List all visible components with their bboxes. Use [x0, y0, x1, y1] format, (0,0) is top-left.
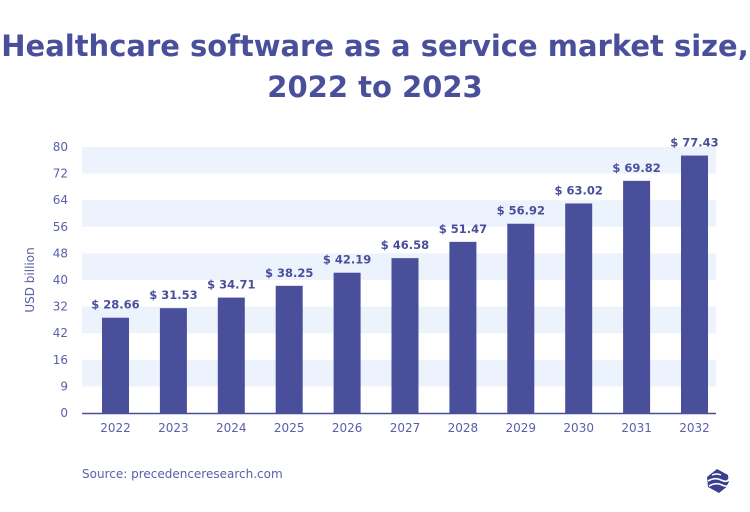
x-tick-label: 2028	[448, 421, 479, 435]
y-tick-label: 72	[53, 167, 68, 181]
data-label: $ 34.71	[207, 278, 255, 292]
bar-2023	[159, 308, 187, 413]
x-tick-label: 2026	[332, 421, 363, 435]
bar-2030	[565, 203, 593, 413]
y-axis-label: USD billion	[23, 247, 37, 312]
y-tick-label: 48	[53, 246, 68, 260]
data-label: $ 63.02	[555, 183, 603, 197]
x-tick-label: 2024	[216, 421, 247, 435]
data-label: $ 38.25	[265, 266, 313, 280]
y-tick-label: 80	[53, 140, 68, 154]
bar-2029	[507, 223, 535, 413]
bar-2022	[102, 317, 129, 413]
x-tick-label: 2027	[390, 421, 421, 435]
grid-band	[82, 200, 716, 227]
y-tick-label: 56	[53, 220, 68, 234]
bar-2028	[449, 241, 477, 413]
y-tick-label: 40	[53, 273, 68, 287]
data-label: $ 46.58	[381, 238, 429, 252]
bar-2032	[681, 155, 708, 413]
x-tick-label: 2022	[100, 421, 131, 435]
data-label: $ 77.43	[670, 136, 718, 150]
y-tick-label: 42	[53, 326, 68, 340]
x-tick-label: 2023	[158, 421, 189, 435]
y-tick-label: 0	[60, 406, 68, 420]
data-label: $ 56.92	[497, 204, 545, 218]
x-tick-label: 2025	[274, 421, 305, 435]
chart-title: Healthcare software as a service market …	[1, 29, 749, 104]
data-label: $ 42.19	[323, 253, 371, 267]
y-tick-label: 9	[60, 379, 68, 393]
bar-2031	[623, 180, 651, 413]
x-tick-label: 2030	[563, 421, 594, 435]
bar-2026	[333, 272, 361, 413]
bar-2025	[275, 285, 303, 413]
x-tick-label: 2032	[679, 421, 710, 435]
source-text: Source: precedenceresearch.com	[82, 467, 283, 481]
data-label: $ 28.66	[91, 298, 139, 312]
data-label: $ 51.47	[439, 222, 487, 236]
data-label: $ 31.53	[149, 288, 197, 302]
bar-2027	[391, 258, 419, 413]
x-tick-label: 2031	[621, 421, 652, 435]
logo-icon	[707, 469, 730, 493]
bar-2024	[217, 297, 245, 413]
x-tick-label: 2029	[506, 421, 537, 435]
y-tick-label: 32	[53, 300, 68, 314]
y-tick-label: 16	[53, 353, 68, 367]
data-label: $ 69.82	[612, 161, 660, 175]
grid-band	[82, 147, 716, 174]
y-tick-label: 64	[53, 193, 68, 207]
